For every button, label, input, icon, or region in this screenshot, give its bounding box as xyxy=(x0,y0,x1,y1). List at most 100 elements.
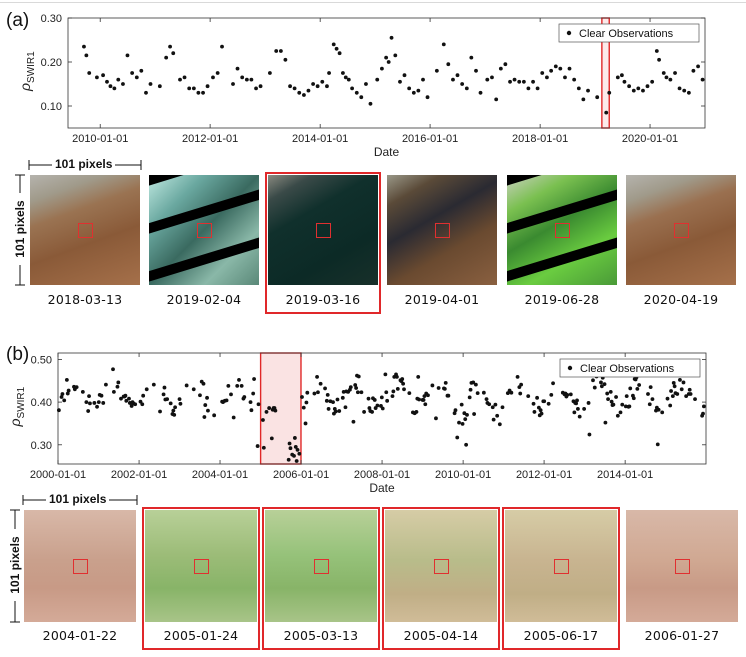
data-point xyxy=(62,398,67,403)
data-point xyxy=(442,386,447,391)
data-point xyxy=(664,75,669,80)
data-point xyxy=(251,391,256,396)
data-point xyxy=(446,62,451,67)
thumbnail-date-label: 2004-01-22 xyxy=(42,628,118,643)
data-point xyxy=(66,388,71,393)
data-point xyxy=(288,446,293,451)
data-point xyxy=(526,86,531,91)
data-point xyxy=(615,413,620,418)
data-point xyxy=(443,380,448,385)
data-point xyxy=(220,44,224,49)
data-point xyxy=(426,393,430,398)
data-point xyxy=(549,392,554,397)
data-point xyxy=(133,402,138,407)
data-point xyxy=(60,392,65,396)
data-point xyxy=(641,88,645,93)
data-point xyxy=(508,79,512,84)
data-point xyxy=(670,394,675,399)
data-point xyxy=(475,391,480,396)
data-point xyxy=(292,453,296,458)
data-point xyxy=(574,401,579,406)
thumbnail-date-label: 2005-03-13 xyxy=(283,628,359,643)
data-point xyxy=(343,405,348,410)
data-point xyxy=(341,71,345,75)
data-point xyxy=(288,84,292,89)
data-point xyxy=(423,402,428,407)
data-point xyxy=(380,66,384,71)
data-point xyxy=(582,407,587,411)
data-point xyxy=(235,383,240,388)
width-dimension-label: 101 pixels xyxy=(52,157,116,171)
data-point xyxy=(460,82,465,86)
data-point xyxy=(452,411,457,416)
y-tick-label: 0.30 xyxy=(41,13,62,25)
data-point xyxy=(324,398,329,403)
data-point xyxy=(691,68,696,73)
data-point xyxy=(421,77,425,82)
selected-thumbnail-frame xyxy=(502,507,620,650)
data-point xyxy=(417,397,421,402)
data-point xyxy=(460,421,465,426)
data-point xyxy=(599,384,604,389)
data-point xyxy=(390,394,395,399)
data-point xyxy=(457,420,461,425)
target-pixel-box xyxy=(314,559,329,574)
data-point xyxy=(111,367,115,372)
data-point xyxy=(350,86,354,91)
data-point xyxy=(654,49,659,53)
data-point xyxy=(202,415,207,419)
data-point xyxy=(650,397,655,402)
satellite-thumbnail xyxy=(149,175,259,285)
data-point xyxy=(648,385,653,390)
y-axis-label: ρSWIR1 xyxy=(17,51,37,92)
data-point xyxy=(622,79,627,84)
data-point xyxy=(430,383,435,388)
data-point xyxy=(383,372,388,377)
data-point xyxy=(157,84,162,89)
satellite-thumbnail xyxy=(507,175,617,285)
target-pixel-box xyxy=(434,559,449,574)
data-point xyxy=(688,392,693,396)
data-point xyxy=(354,386,359,390)
data-point xyxy=(80,389,85,394)
thumbnail-date-label: 2019-03-16 xyxy=(285,292,361,307)
data-point xyxy=(242,395,247,399)
data-point xyxy=(261,445,266,450)
data-point xyxy=(380,406,385,411)
data-point xyxy=(481,390,486,395)
data-point xyxy=(124,398,129,403)
data-point xyxy=(391,389,396,394)
data-point xyxy=(398,79,402,84)
data-point xyxy=(367,406,372,410)
data-point xyxy=(178,77,182,82)
data-point xyxy=(572,77,577,82)
data-point xyxy=(315,375,319,379)
data-point xyxy=(498,66,503,71)
thumbnail-date-label: 2005-06-17 xyxy=(523,628,599,643)
data-point xyxy=(292,436,297,440)
data-point xyxy=(485,77,490,82)
satellite-thumbnail xyxy=(385,510,497,622)
data-point xyxy=(490,75,494,80)
satellite-thumbnail xyxy=(145,510,257,622)
data-point xyxy=(302,93,306,97)
data-point xyxy=(687,387,692,392)
data-point xyxy=(121,82,125,86)
data-point xyxy=(115,384,120,389)
data-point xyxy=(348,385,353,390)
data-point xyxy=(668,77,673,82)
data-point xyxy=(318,381,323,386)
thumbnail-date-label: 2005-04-14 xyxy=(403,628,479,643)
data-point xyxy=(283,57,288,62)
data-point xyxy=(604,110,609,115)
data-point xyxy=(375,77,380,82)
data-point xyxy=(286,457,291,462)
data-point xyxy=(168,401,173,406)
data-point xyxy=(139,68,144,73)
legend-marker xyxy=(567,365,573,371)
data-point xyxy=(521,79,526,84)
satellite-thumbnail xyxy=(265,510,377,622)
data-point xyxy=(315,84,320,89)
data-point xyxy=(326,407,331,411)
y-tick-label: 0.20 xyxy=(41,57,62,69)
